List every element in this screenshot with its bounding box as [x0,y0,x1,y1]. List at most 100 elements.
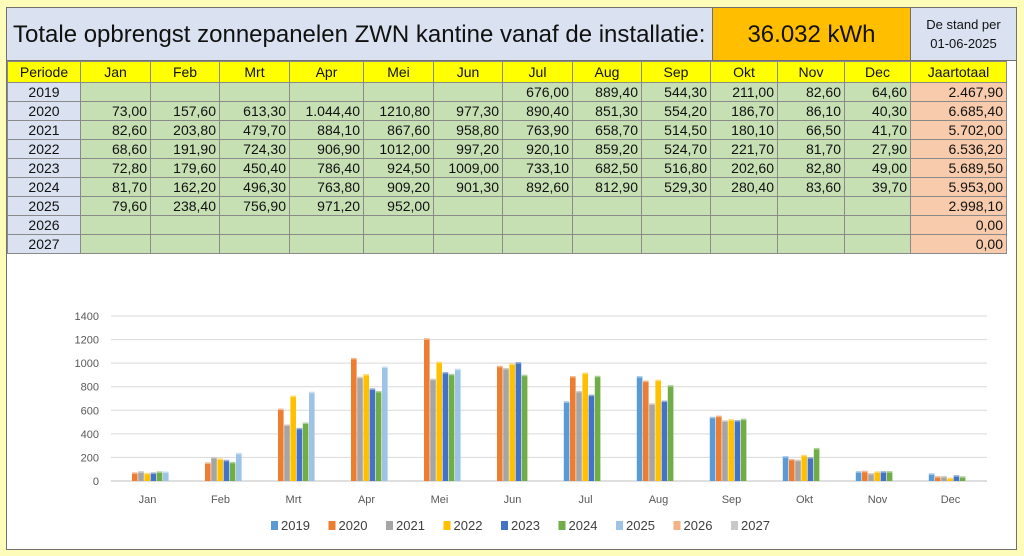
month-cell[interactable]: 1012,00 [363,139,434,159]
month-cell[interactable]: 79,60 [80,196,151,216]
month-cell[interactable]: 191,90 [150,139,220,159]
bar-2023-Mei[interactable] [442,372,449,481]
month-cell[interactable] [433,215,503,235]
legend-label[interactable]: 2023 [511,518,540,533]
legend-label[interactable]: 2024 [569,518,598,533]
month-cell[interactable] [777,215,845,235]
bar-2019-Aug[interactable] [636,376,643,481]
month-cell[interactable] [363,82,434,102]
bar-2023-Jun[interactable] [515,362,522,481]
month-cell[interactable] [641,196,711,216]
bar-2023-Okt[interactable] [807,457,814,481]
bar-2021-Apr[interactable] [357,376,363,481]
month-cell[interactable] [572,215,642,235]
bar-2022-Mrt[interactable] [290,395,296,481]
month-cell[interactable]: 924,50 [363,158,434,178]
bar-2023-Feb[interactable] [223,459,230,481]
bar-2022-Apr[interactable] [363,374,369,481]
month-cell[interactable]: 82,80 [777,158,845,178]
bar-2025-Mrt[interactable] [309,391,315,481]
bar-2024-Mrt[interactable] [302,422,309,481]
bar-2020-Sep[interactable] [716,415,722,481]
bar-2020-Mrt[interactable] [278,408,284,481]
bar-2024-Jun[interactable] [521,374,528,481]
bar-2023-Jan[interactable] [150,472,157,481]
month-cell[interactable] [433,234,503,254]
year-total-cell[interactable]: 5.702,00 [910,120,1007,140]
month-cell[interactable]: 544,30 [641,82,711,102]
month-cell[interactable]: 496,30 [219,177,290,197]
column-header[interactable]: Okt [710,61,778,83]
month-cell[interactable]: 49,00 [844,158,911,178]
month-cell[interactable] [844,196,911,216]
bar-2020-Okt[interactable] [789,458,795,481]
bar-2024-Jul[interactable] [594,375,601,481]
month-cell[interactable]: 64,60 [844,82,911,102]
bar-2024-Nov[interactable] [886,471,893,481]
month-cell[interactable]: 157,60 [150,101,220,121]
bar-2022-Dec[interactable] [947,477,953,481]
month-cell[interactable]: 524,70 [641,139,711,159]
month-cell[interactable] [219,234,290,254]
period-cell[interactable]: 2023 [7,158,81,178]
month-cell[interactable]: 676,00 [502,82,573,102]
legend-label[interactable]: 2021 [396,518,425,533]
year-total-cell[interactable]: 6.536,20 [910,139,1007,159]
month-cell[interactable]: 450,40 [219,158,290,178]
month-cell[interactable] [572,196,642,216]
bar-2023-Dec[interactable] [953,475,960,481]
bar-2019-Nov[interactable] [855,471,862,481]
column-header[interactable]: Dec [844,61,911,83]
bar-2023-Jul[interactable] [588,394,595,481]
column-header[interactable]: Nov [777,61,845,83]
month-cell[interactable]: 39,70 [844,177,911,197]
month-cell[interactable]: 514,50 [641,120,711,140]
month-cell[interactable] [502,234,573,254]
month-cell[interactable]: 724,30 [219,139,290,159]
bar-2025-Apr[interactable] [382,366,388,481]
bar-2024-Jan[interactable] [156,471,163,481]
month-cell[interactable]: 890,40 [502,101,573,121]
bar-2020-Jun[interactable] [497,365,503,481]
year-total-cell[interactable]: 5.689,50 [910,158,1007,178]
column-header[interactable]: Jan [80,61,151,83]
month-cell[interactable]: 786,40 [289,158,364,178]
month-cell[interactable]: 211,00 [710,82,778,102]
month-cell[interactable] [433,196,503,216]
bar-2021-Sep[interactable] [722,420,728,481]
bar-2023-Nov[interactable] [880,471,887,481]
month-cell[interactable]: 901,30 [433,177,503,197]
month-cell[interactable] [363,215,434,235]
monthly-yield-chart[interactable]: 0 200 400 600 800 1000 1200 1400 Jan Feb Mrt Apr Mei… [25,296,1005,544]
bar-2025-Feb[interactable] [236,452,242,481]
column-header[interactable]: Apr [289,61,364,83]
month-cell[interactable]: 82,60 [777,82,845,102]
bar-2020-Jul[interactable] [570,376,576,481]
period-cell[interactable]: 2027 [7,234,81,254]
legend-label[interactable]: 2026 [684,518,713,533]
column-header[interactable]: Feb [150,61,220,83]
year-total-cell[interactable]: 2.467,90 [910,82,1007,102]
month-cell[interactable]: 958,80 [433,120,503,140]
month-cell[interactable]: 682,50 [572,158,642,178]
bar-2021-Nov[interactable] [868,473,874,481]
bar-2022-Feb[interactable] [217,458,223,481]
period-cell[interactable]: 2021 [7,120,81,140]
month-cell[interactable]: 66,50 [777,120,845,140]
month-cell[interactable] [502,215,573,235]
month-cell[interactable] [502,196,573,216]
month-cell[interactable]: 479,70 [219,120,290,140]
bar-2021-Feb[interactable] [211,456,217,481]
legend-label[interactable]: 2027 [741,518,770,533]
legend-label[interactable]: 2020 [339,518,368,533]
month-cell[interactable]: 27,90 [844,139,911,159]
month-cell[interactable]: 81,70 [80,177,151,197]
month-cell[interactable]: 162,20 [150,177,220,197]
month-cell[interactable]: 41,70 [844,120,911,140]
month-cell[interactable] [710,196,778,216]
bar-2024-Feb[interactable] [229,461,236,481]
column-header[interactable]: Jul [502,61,573,83]
month-cell[interactable]: 812,90 [572,177,642,197]
bar-2021-Aug[interactable] [649,403,655,481]
period-cell[interactable]: 2020 [7,101,81,121]
